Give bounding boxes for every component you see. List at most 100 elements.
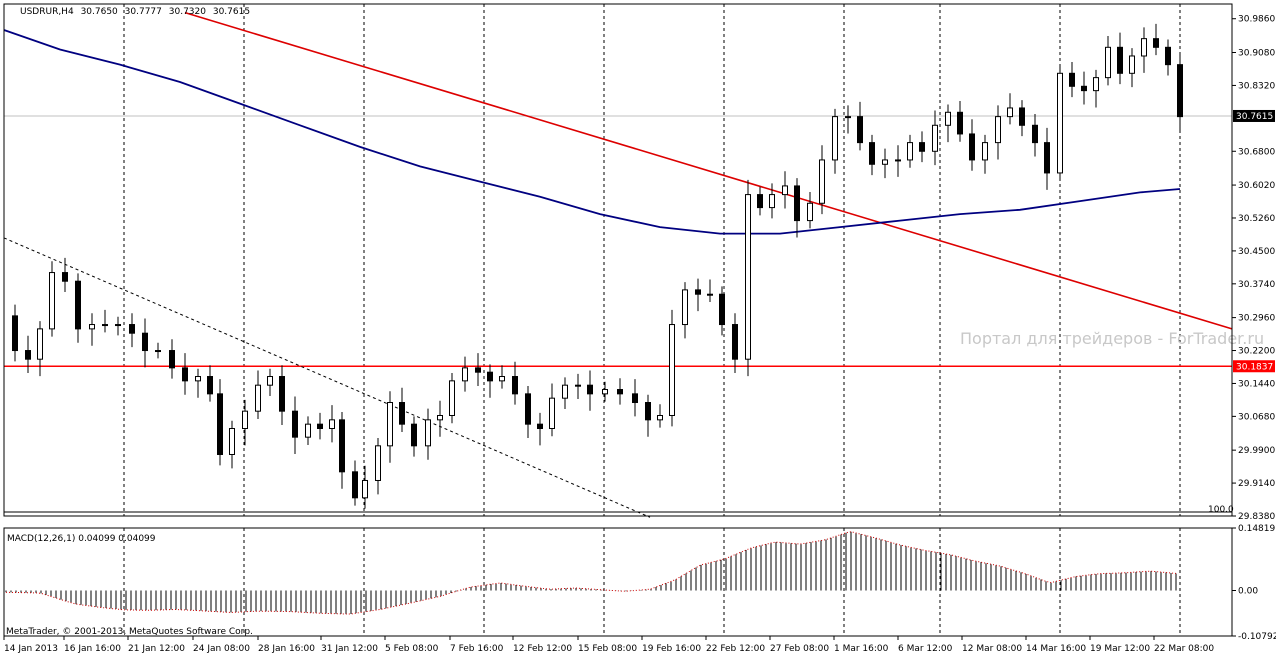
bear-candle-body [1081, 85, 1087, 92]
candle [387, 391, 393, 463]
bull-candle-body [882, 159, 888, 165]
price-tick-label: 29.9900 [1238, 446, 1275, 456]
candle [102, 309, 108, 333]
price-tick-label: 30.9860 [1238, 15, 1275, 25]
bull-candle-body [782, 185, 788, 196]
bull-candle-body [242, 410, 248, 430]
candle [499, 365, 505, 389]
candle [769, 183, 775, 219]
bull-candle-body [602, 389, 608, 395]
candle [155, 342, 161, 359]
candle [1044, 127, 1050, 190]
bear-candle-body [1153, 38, 1159, 48]
footer-credit: MetaTrader, © 2001-2013, MetaQuotes Soft… [6, 627, 253, 637]
candle [292, 396, 298, 455]
candle [362, 465, 368, 509]
bear-candle-body [317, 423, 323, 430]
bull-candle-body [37, 328, 43, 360]
x-tick-label: 16 Jan 16:00 [64, 644, 121, 654]
bull-candle-body [195, 376, 201, 382]
candle [695, 278, 701, 312]
bull-candle-body [1129, 55, 1135, 74]
macd-tick-label: 0.14819 [1238, 524, 1275, 534]
x-tick-label: 7 Feb 16:00 [450, 644, 504, 654]
candle [89, 313, 95, 346]
candle [1032, 114, 1038, 157]
macd-histogram [5, 531, 1177, 615]
bear-candle-body [919, 142, 925, 152]
price-axis: 30.9860 30.9080 30.8320 30.6800 30.6020 30.52… [1232, 15, 1276, 642]
bull-candle-body [832, 116, 838, 161]
bear-candle-body [217, 393, 223, 455]
bear-candle-body [794, 185, 800, 222]
candle [657, 404, 663, 428]
bull-candle-body [329, 419, 335, 430]
macd-tick-label: 0.00 [1238, 586, 1258, 596]
bull-candle-body [669, 324, 675, 417]
bear-candle-body [645, 402, 651, 421]
x-tick-label: 6 Mar 12:00 [898, 644, 953, 654]
bear-candle-body [292, 410, 298, 438]
x-tick-label: 24 Jan 08:00 [193, 644, 250, 654]
candle [115, 316, 121, 336]
bull-candle-body [155, 350, 161, 353]
candle [462, 356, 468, 392]
bull-candle-body [807, 202, 813, 222]
bear-candle-body [957, 111, 963, 135]
candle [807, 191, 813, 229]
price-tick-label: 30.8320 [1238, 81, 1275, 91]
candle [895, 145, 901, 177]
candle [425, 408, 431, 460]
candle [757, 186, 763, 216]
bear-candle-body [869, 142, 875, 165]
price-tick-label: 30.4500 [1238, 247, 1275, 257]
candle [352, 460, 358, 506]
candle [957, 101, 963, 142]
bull-candle-body [229, 428, 235, 455]
bear-candle-body [475, 367, 481, 373]
bull-candle-body [449, 380, 455, 417]
candle [794, 178, 800, 238]
bear-candle-body [537, 423, 543, 430]
x-tick-label: 15 Feb 08:00 [578, 644, 637, 654]
candle [882, 148, 888, 179]
candle [207, 365, 213, 402]
bull-candle-body [982, 142, 988, 161]
moving-average-line [3, 29, 1181, 235]
candle [1153, 23, 1159, 56]
channel-line [3, 237, 651, 518]
candle [437, 400, 443, 437]
candle [707, 279, 713, 303]
bull-candle-body [769, 194, 775, 209]
bull-candle-body [499, 376, 505, 382]
bull-candle-body [932, 124, 938, 152]
bear-candle-body [75, 280, 81, 330]
candle [682, 282, 688, 339]
candle [217, 379, 223, 466]
candle [1093, 69, 1099, 108]
bull-candle-body [657, 415, 663, 421]
candle [1117, 32, 1123, 85]
indicator-lines: 30.7615 30.1837 [3, 11, 1275, 518]
bull-candle-body [549, 397, 555, 430]
price-tick-label: 29.9140 [1238, 479, 1275, 489]
bear-candle-body [732, 324, 738, 360]
candle [969, 119, 975, 171]
support-price-label: 30.1837 [1236, 362, 1273, 372]
main-frame [3, 3, 1233, 517]
candle [182, 353, 188, 395]
chart-header: USDRUR,H4 30.7650 30.7777 30.7320 30.761… [20, 7, 250, 17]
bear-candle-body [617, 389, 623, 395]
candle [575, 373, 581, 400]
bull-candle-body [462, 367, 468, 382]
bull-candle-body [115, 324, 121, 327]
bull-candle-body [1093, 77, 1099, 92]
x-tick-label: 1 Mar 16:00 [834, 644, 889, 654]
bear-candle-body [411, 423, 417, 447]
price-tick-label: 30.1440 [1238, 379, 1275, 389]
bull-candle-body [267, 376, 273, 386]
bear-candle-body [587, 384, 593, 395]
bear-candle-body [182, 367, 188, 382]
x-tick-label: 22 Mar 08:00 [1154, 644, 1214, 654]
